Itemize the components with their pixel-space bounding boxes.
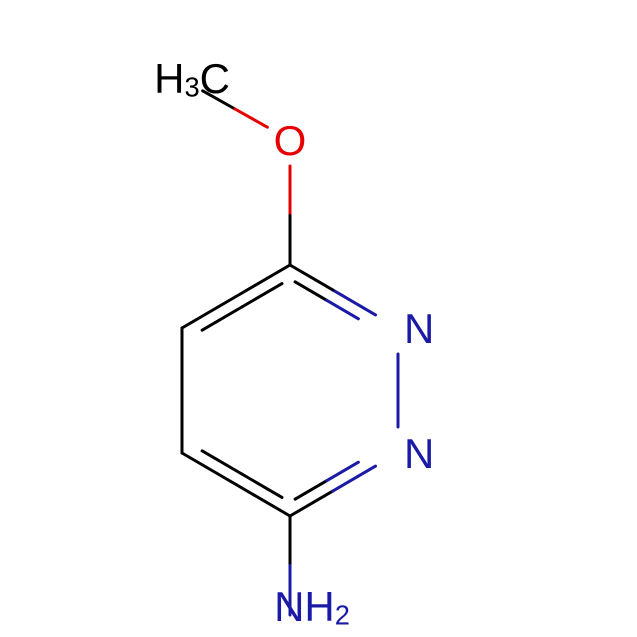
atom-label-N_nh2: NH2	[274, 583, 350, 630]
bond	[333, 290, 376, 315]
atom-label-N5: N	[404, 430, 434, 477]
bond	[202, 451, 242, 474]
bond	[242, 474, 282, 497]
bond	[333, 466, 376, 491]
bond	[290, 265, 333, 290]
bond	[236, 265, 290, 297]
bond	[290, 491, 333, 516]
bond	[242, 284, 282, 307]
molecule-svg: O N N NH2 H3C	[0, 0, 637, 637]
bond	[235, 109, 267, 127]
atom-label-C_meth: H3C	[154, 55, 230, 102]
bond	[236, 485, 290, 517]
bond	[182, 297, 236, 329]
atom-label-O: O	[274, 117, 307, 164]
atom-label-N6: N	[404, 305, 434, 352]
bond	[202, 307, 242, 330]
bond	[182, 453, 236, 485]
